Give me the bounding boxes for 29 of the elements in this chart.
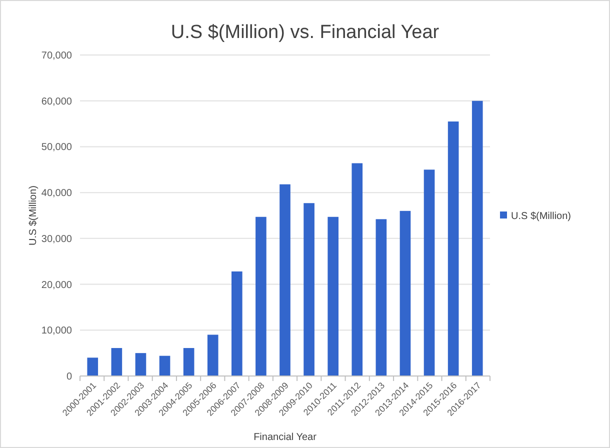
y-tick-label: 0 [66,372,72,382]
bar [448,121,459,376]
bar [183,348,194,376]
chart-title: U.S $(Million) vs. Financial Year [170,22,440,43]
bar [231,271,242,376]
bar [400,210,411,376]
x-axis-title: Financial Year [254,432,318,443]
bar [256,216,266,376]
y-tick-label: 50,000 [41,142,72,154]
bar [376,219,387,376]
bar [280,184,290,376]
y-tick-label: 40,000 [41,188,72,200]
bar [87,358,98,376]
bar [135,353,146,376]
y-tick-label: 20,000 [41,280,72,291]
legend-label: U.S $(Million) [511,211,572,222]
y-tick-label: 10,000 [41,326,72,337]
y-axis-title: U.S $(Million) [28,185,39,246]
y-tick-label: 70,000 [41,50,72,62]
y-tick-label: 60,000 [41,96,72,108]
bar [352,163,363,376]
bar [207,334,218,376]
bar [424,170,435,376]
bar [472,100,483,376]
y-tick-label: 30,000 [41,234,72,245]
bar [159,356,170,376]
bar [328,216,339,376]
bar [111,348,122,376]
bar [304,203,314,376]
